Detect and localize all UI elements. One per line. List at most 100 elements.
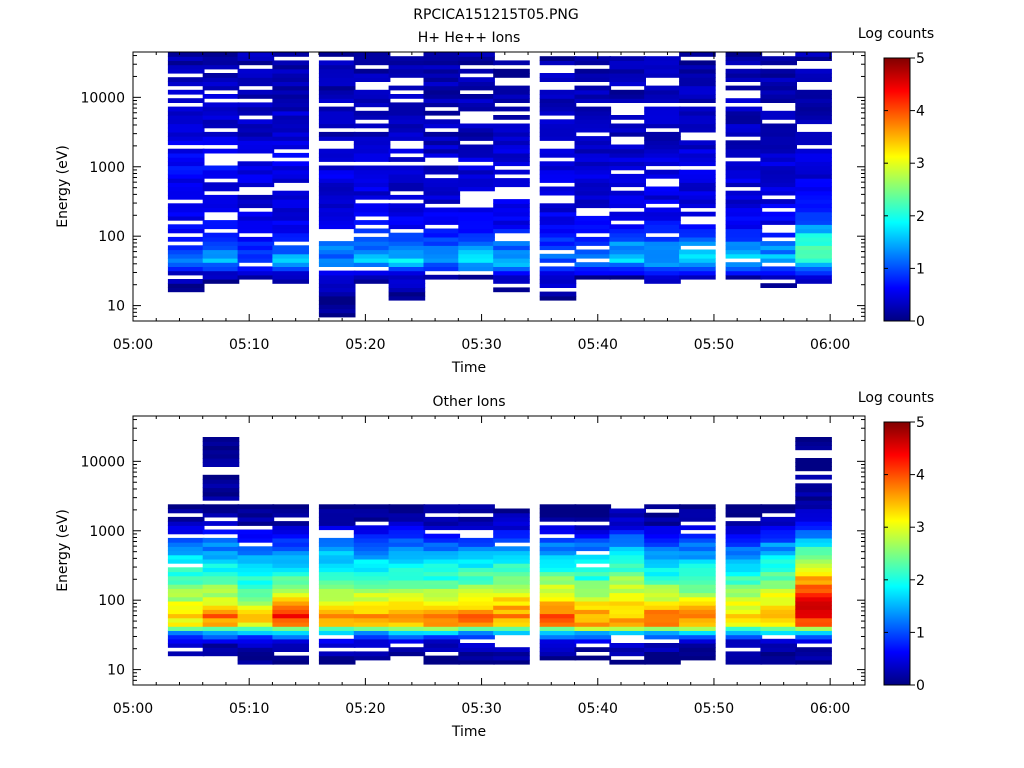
heatmap-cell: [318, 312, 356, 318]
heatmap-cell: [574, 567, 612, 573]
heatmap-cell: [760, 550, 797, 556]
heatmap-cell: [493, 508, 530, 514]
heatmap-cell: [493, 579, 530, 585]
heatmap-cell: [493, 115, 530, 120]
heatmap-cell: [458, 157, 495, 162]
heatmap-cell: [760, 655, 797, 661]
heatmap-cell: [725, 190, 763, 196]
heatmap-cell: [458, 596, 495, 602]
heatmap-cell: [725, 508, 763, 514]
heatmap-cell: [795, 491, 832, 497]
heatmap-cell: [760, 140, 797, 146]
heatmap-cell: [493, 241, 530, 246]
heatmap-cell: [388, 605, 426, 610]
heatmap-cell: [388, 525, 426, 531]
heatmap-cell: [493, 613, 530, 619]
heatmap-cell: [202, 165, 240, 171]
heatmap-cell: [795, 626, 832, 631]
heatmap-cell: [423, 584, 461, 589]
heatmap-cell: [679, 127, 716, 133]
heatmap-cell: [202, 236, 240, 242]
heatmap-cell: [644, 194, 681, 200]
heatmap-cell: [760, 542, 797, 547]
heatmap-cell: [423, 626, 461, 631]
heatmap-cell: [760, 274, 797, 280]
heatmap-cell: [609, 512, 646, 518]
heatmap-cell: [272, 110, 309, 116]
heatmap-cell: [539, 98, 577, 103]
heatmap-cell: [318, 643, 356, 648]
heatmap-cell: [353, 571, 391, 577]
heatmap-cell: [353, 579, 391, 585]
heatmap-cell: [388, 215, 426, 221]
heatmap-cell: [458, 525, 495, 531]
heatmap-cell: [644, 630, 681, 636]
heatmap-cell: [609, 651, 646, 657]
heatmap-cell: [167, 253, 205, 259]
heatmap-cell: [493, 157, 530, 162]
heatmap-cell: [725, 253, 763, 259]
heatmap-cell: [167, 236, 205, 242]
heatmap-cell: [539, 73, 577, 78]
heatmap-cell: [609, 211, 646, 217]
heatmap-cell: [353, 274, 391, 280]
heatmap-cell: [423, 567, 461, 573]
heatmap-cell: [539, 592, 577, 598]
heatmap-cell: [458, 558, 495, 564]
heatmap-cell: [795, 249, 832, 255]
heatmap-cell: [539, 203, 577, 209]
heatmap-cell: [795, 546, 832, 552]
heatmap-cell: [458, 123, 495, 129]
heatmap-cell: [644, 94, 681, 99]
heatmap-cell: [423, 241, 461, 246]
heatmap-cell: [423, 64, 461, 70]
heatmap-cell: [679, 258, 716, 263]
heatmap-cell: [353, 169, 391, 175]
heatmap-cell: [272, 127, 309, 133]
heatmap-cell: [725, 148, 763, 154]
heatmap-cell: [353, 52, 391, 57]
plot-frame: [132, 51, 866, 322]
heatmap-cell: [795, 232, 832, 238]
heatmap-cell: [167, 626, 205, 631]
heatmap-cell: [272, 262, 309, 267]
heatmap-cell: [423, 508, 461, 514]
heatmap-cell: [795, 659, 832, 665]
heatmap-cell: [760, 203, 797, 209]
heatmap-cell: [272, 173, 309, 179]
heatmap-cell: [237, 127, 275, 133]
heatmap-cell: [318, 110, 356, 116]
heatmap-cell: [353, 588, 391, 594]
heatmap-cell: [574, 542, 612, 547]
heatmap-cell: [237, 529, 275, 535]
heatmap-cell: [272, 630, 309, 636]
heatmap-cell: [725, 592, 763, 598]
heatmap-cell: [679, 546, 716, 552]
heatmap-cell: [167, 110, 205, 116]
heatmap-cell: [388, 245, 426, 251]
heatmap-cell: [237, 131, 275, 137]
heatmap-cell: [760, 131, 797, 137]
heatmap-cell: [760, 626, 797, 631]
heatmap-cell: [795, 558, 832, 564]
heatmap-cell: [423, 558, 461, 564]
heatmap-cell: [202, 596, 240, 602]
heatmap-cell: [795, 617, 832, 623]
heatmap-cell: [458, 617, 495, 623]
heatmap-cell: [644, 270, 681, 276]
heatmap-cell: [725, 165, 763, 171]
heatmap-cell: [493, 136, 530, 141]
heatmap-cell: [493, 60, 530, 66]
heatmap-cell: [795, 575, 832, 581]
heatmap-cell: [795, 178, 832, 183]
heatmap-cell: [202, 169, 240, 175]
heatmap-cell: [272, 211, 309, 217]
heatmap-cell: [539, 542, 577, 547]
y-tick-label: 10000: [80, 90, 125, 106]
heatmap-cell: [202, 626, 240, 631]
heatmap-cell: [458, 165, 495, 171]
heatmap-cell: [574, 262, 612, 267]
heatmap-cell: [609, 525, 646, 531]
heatmap-cell: [272, 537, 309, 543]
heatmap-cell: [458, 224, 495, 230]
